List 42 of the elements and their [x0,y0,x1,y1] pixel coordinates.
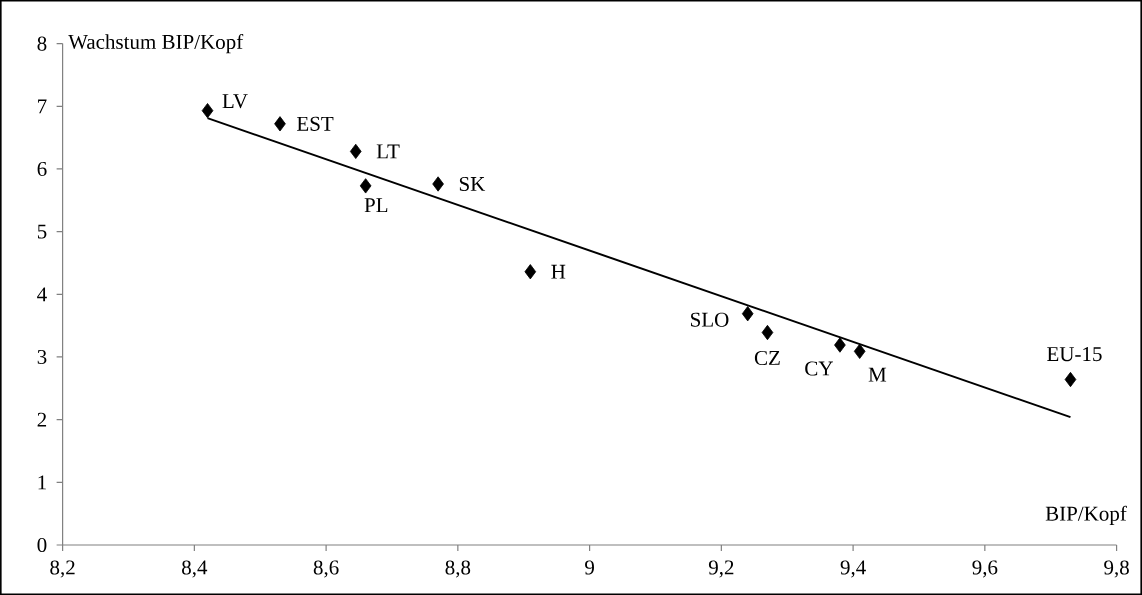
point [432,176,444,192]
y-tick-label: 5 [37,224,47,239]
point [834,337,846,353]
point [349,143,362,159]
y-tick-label: 0 [37,537,47,553]
annotation: SK [459,176,486,192]
y-tick-label: 1 [38,475,46,490]
point [359,178,372,194]
point [1064,371,1077,388]
point [741,306,754,322]
annotation: EST [296,116,334,131]
annotation: LT [376,144,400,159]
y-tick-label: 6 [37,161,47,177]
x-tick-label: 8,2 [50,560,75,578]
point [274,116,286,132]
y-tick-label: 4 [37,287,47,302]
point [853,343,866,359]
x-tick-label: 9 [585,560,594,575]
annotation: PL [364,198,388,213]
annotation: CY [805,361,833,376]
annotation: M [868,367,887,382]
point [761,324,774,341]
x-tick-label: 8,8 [445,560,471,578]
x-tick-label: 8,6 [313,560,339,578]
annotation: LV [222,94,248,109]
x-tick-label: 8,4 [182,560,208,578]
y-tick-label: 8 [37,36,47,51]
x-tick-label: 9,8 [1104,560,1129,578]
x-axis-title: BIP/Kopf [1045,505,1127,526]
point [201,103,214,119]
x-tick-label: 9,4 [840,560,866,578]
x-tick-label: 9,2 [708,560,734,578]
y-tick-label: 7 [38,99,47,114]
x-tick-label: 9,6 [972,560,998,578]
point [524,264,537,280]
annotation: CZ [754,350,780,366]
annotation: H [551,264,566,279]
y-tick-label: 2 [37,412,47,427]
annotation: EU-15 [1047,347,1102,362]
y-tick-label: 3 [37,349,47,365]
annotation: SLO [691,312,729,327]
y-axis-title: Wachstum BIP/Kopf [68,33,244,54]
